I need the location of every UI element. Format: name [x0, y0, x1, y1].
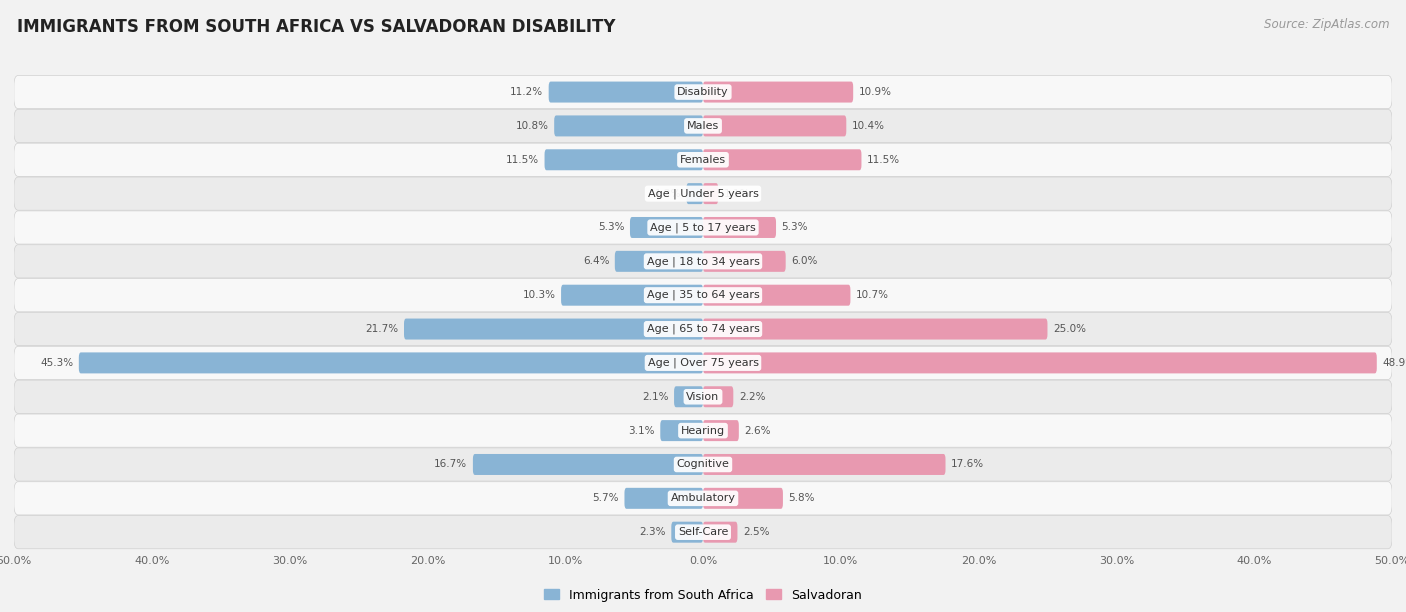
Text: Self-Care: Self-Care: [678, 527, 728, 537]
FancyBboxPatch shape: [703, 251, 786, 272]
FancyBboxPatch shape: [703, 217, 776, 238]
FancyBboxPatch shape: [703, 353, 1376, 373]
FancyBboxPatch shape: [703, 454, 945, 475]
FancyBboxPatch shape: [703, 81, 853, 103]
FancyBboxPatch shape: [14, 313, 1392, 346]
FancyBboxPatch shape: [14, 380, 1392, 413]
FancyBboxPatch shape: [548, 81, 703, 103]
FancyBboxPatch shape: [554, 116, 703, 136]
FancyBboxPatch shape: [561, 285, 703, 305]
FancyBboxPatch shape: [624, 488, 703, 509]
FancyBboxPatch shape: [472, 454, 703, 475]
FancyBboxPatch shape: [671, 521, 703, 543]
FancyBboxPatch shape: [703, 386, 734, 407]
Text: 3.1%: 3.1%: [628, 425, 655, 436]
FancyBboxPatch shape: [14, 414, 1392, 447]
Text: 1.2%: 1.2%: [654, 188, 681, 199]
FancyBboxPatch shape: [14, 448, 1392, 481]
FancyBboxPatch shape: [703, 521, 738, 543]
Text: 48.9%: 48.9%: [1382, 358, 1406, 368]
FancyBboxPatch shape: [14, 75, 1392, 109]
Text: Age | Over 75 years: Age | Over 75 years: [648, 357, 758, 368]
FancyBboxPatch shape: [14, 346, 1392, 379]
FancyBboxPatch shape: [703, 183, 718, 204]
Text: Age | 18 to 34 years: Age | 18 to 34 years: [647, 256, 759, 267]
Text: 2.3%: 2.3%: [640, 527, 666, 537]
FancyBboxPatch shape: [14, 110, 1392, 143]
Text: 6.4%: 6.4%: [583, 256, 609, 266]
FancyBboxPatch shape: [14, 515, 1392, 549]
Text: Vision: Vision: [686, 392, 720, 401]
Text: Females: Females: [681, 155, 725, 165]
FancyBboxPatch shape: [703, 116, 846, 136]
Text: 2.6%: 2.6%: [744, 425, 770, 436]
Text: 10.7%: 10.7%: [856, 290, 889, 300]
Text: 10.3%: 10.3%: [523, 290, 555, 300]
FancyBboxPatch shape: [703, 488, 783, 509]
Text: 11.5%: 11.5%: [506, 155, 538, 165]
Text: 2.5%: 2.5%: [742, 527, 769, 537]
Text: 25.0%: 25.0%: [1053, 324, 1085, 334]
FancyBboxPatch shape: [630, 217, 703, 238]
Legend: Immigrants from South Africa, Salvadoran: Immigrants from South Africa, Salvadoran: [538, 584, 868, 606]
Text: 11.5%: 11.5%: [868, 155, 900, 165]
FancyBboxPatch shape: [14, 143, 1392, 176]
Text: IMMIGRANTS FROM SOUTH AFRICA VS SALVADORAN DISABILITY: IMMIGRANTS FROM SOUTH AFRICA VS SALVADOR…: [17, 18, 616, 36]
Text: Disability: Disability: [678, 87, 728, 97]
Text: Age | 35 to 64 years: Age | 35 to 64 years: [647, 290, 759, 300]
Text: 2.1%: 2.1%: [643, 392, 669, 401]
Text: 17.6%: 17.6%: [950, 460, 984, 469]
Text: 5.8%: 5.8%: [789, 493, 815, 503]
FancyBboxPatch shape: [703, 319, 1047, 340]
FancyBboxPatch shape: [703, 285, 851, 305]
Text: 45.3%: 45.3%: [41, 358, 73, 368]
FancyBboxPatch shape: [673, 386, 703, 407]
Text: 5.3%: 5.3%: [598, 223, 624, 233]
FancyBboxPatch shape: [79, 353, 703, 373]
Text: 2.2%: 2.2%: [738, 392, 765, 401]
FancyBboxPatch shape: [14, 278, 1392, 312]
Text: Cognitive: Cognitive: [676, 460, 730, 469]
Text: 10.4%: 10.4%: [852, 121, 884, 131]
Text: Age | Under 5 years: Age | Under 5 years: [648, 188, 758, 199]
FancyBboxPatch shape: [14, 211, 1392, 244]
FancyBboxPatch shape: [544, 149, 703, 170]
Text: 11.2%: 11.2%: [510, 87, 543, 97]
Text: 16.7%: 16.7%: [434, 460, 467, 469]
Text: 1.1%: 1.1%: [724, 188, 751, 199]
FancyBboxPatch shape: [703, 420, 738, 441]
Text: 6.0%: 6.0%: [792, 256, 817, 266]
FancyBboxPatch shape: [14, 177, 1392, 210]
Text: Ambulatory: Ambulatory: [671, 493, 735, 503]
FancyBboxPatch shape: [703, 149, 862, 170]
Text: 5.3%: 5.3%: [782, 223, 808, 233]
Text: 10.8%: 10.8%: [516, 121, 548, 131]
FancyBboxPatch shape: [14, 245, 1392, 278]
Text: Males: Males: [688, 121, 718, 131]
Text: Age | 5 to 17 years: Age | 5 to 17 years: [650, 222, 756, 233]
FancyBboxPatch shape: [661, 420, 703, 441]
Text: 10.9%: 10.9%: [859, 87, 891, 97]
Text: 21.7%: 21.7%: [366, 324, 398, 334]
FancyBboxPatch shape: [14, 482, 1392, 515]
Text: Hearing: Hearing: [681, 425, 725, 436]
FancyBboxPatch shape: [686, 183, 703, 204]
FancyBboxPatch shape: [404, 319, 703, 340]
Text: Age | 65 to 74 years: Age | 65 to 74 years: [647, 324, 759, 334]
FancyBboxPatch shape: [614, 251, 703, 272]
Text: 5.7%: 5.7%: [592, 493, 619, 503]
Text: Source: ZipAtlas.com: Source: ZipAtlas.com: [1264, 18, 1389, 31]
